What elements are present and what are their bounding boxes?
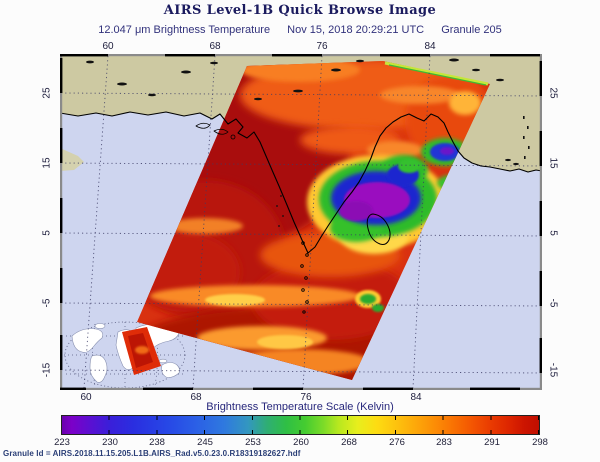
colorbar-label-238: 238: [149, 437, 165, 448]
colorbar-label-276: 276: [389, 437, 405, 448]
colorbar-label-230: 230: [102, 437, 118, 448]
colorbar-title: Brightness Temperature Scale (Kelvin): [206, 401, 394, 413]
map-canvas: [60, 54, 542, 390]
colorbar-label-298: 298: [532, 437, 548, 448]
lon-tick-top-84: 84: [424, 41, 436, 52]
colorbar-label-268: 268: [341, 437, 357, 448]
colorbar-label-291: 291: [484, 437, 500, 448]
wavelength-label: 12.047 μm Brightness Temperature: [98, 24, 271, 36]
lon-tick-bottom-76: 76: [300, 392, 312, 403]
subtitle: 12.047 μm Brightness Temperature Nov 15,…: [0, 24, 600, 36]
lon-tick-top-68: 68: [209, 41, 221, 52]
colorbar-label-245: 245: [197, 437, 213, 448]
colorbar-label-283: 283: [436, 437, 452, 448]
lat-tick-left-m5: -5: [41, 298, 53, 308]
cyclone-cold-blob: [307, 138, 469, 254]
lat-tick-right-25: 25: [547, 87, 559, 99]
lon-tick-bottom-60: 60: [80, 392, 92, 403]
colorbar-label-260: 260: [293, 437, 309, 448]
colorbar: [61, 415, 540, 435]
colorbar-label-253: 253: [245, 437, 261, 448]
swath-edge-fringe: [384, 61, 489, 86]
map-border: [60, 54, 542, 390]
map-land-peninsula: [60, 148, 84, 171]
lat-tick-right-15: 15: [547, 157, 559, 169]
page-title: AIRS Level-1B Quick Browse Image: [163, 3, 437, 18]
colorbar-label-223: 223: [54, 437, 70, 448]
lat-tick-left-5: 5: [41, 230, 53, 236]
lat-tick-right-5: 5: [547, 230, 559, 236]
lat-tick-left-m15: -15: [41, 362, 53, 378]
lon-tick-bottom-84: 84: [410, 392, 422, 403]
graticule: [60, 55, 542, 389]
lat-tick-right-m15: -15: [547, 362, 559, 378]
inset-world-map: [64, 321, 186, 389]
coastlines: [60, 111, 542, 254]
granule-id-text: Granule Id = AIRS.2018.11.15.205.L1B.AIR…: [3, 449, 301, 458]
island-specks: [86, 58, 530, 314]
datetime-label: Nov 15, 2018 20:29:21 UTC: [287, 24, 425, 36]
map-frame: [60, 54, 542, 390]
lat-tick-left-15: 15: [41, 157, 53, 169]
lon-tick-top-60: 60: [102, 41, 114, 52]
lat-tick-left-25: 25: [41, 87, 53, 99]
granule-label: Granule 205: [441, 24, 502, 36]
lon-tick-top-76: 76: [316, 41, 328, 52]
lon-tick-bottom-68: 68: [190, 392, 202, 403]
lat-tick-right-m5: -5: [547, 298, 559, 308]
colorbar-ticks-top: [62, 416, 539, 420]
colorbar-ticks-bottom: [62, 430, 539, 434]
sri-lanka-outline: [366, 213, 391, 245]
